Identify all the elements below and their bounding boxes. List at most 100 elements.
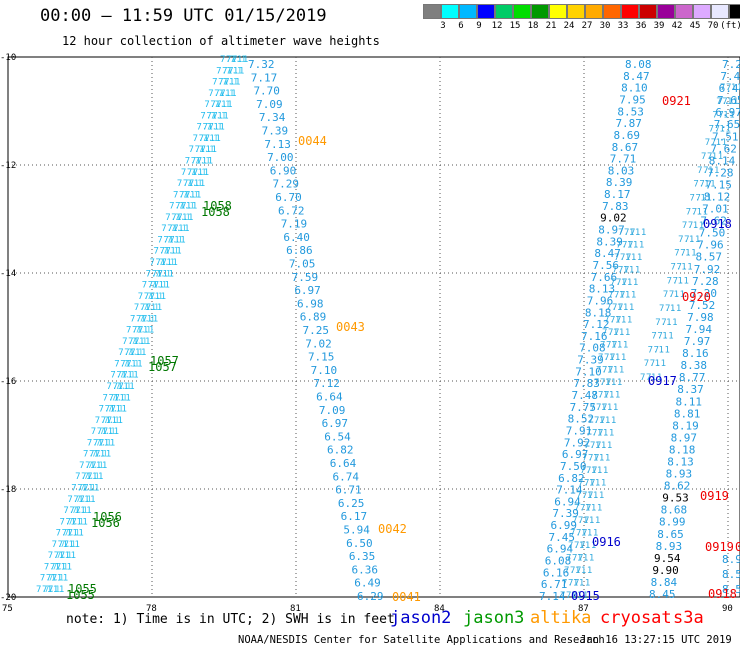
jason3-time: 1056 <box>91 516 120 530</box>
swath-value: 7.1 <box>52 574 68 584</box>
colorbar-swatch <box>603 4 621 19</box>
swath-value: 7.1 <box>574 503 590 513</box>
swath-value: 7.1 <box>614 291 630 301</box>
swath-value: 7.1 <box>612 341 628 351</box>
swath-value: 7.1 <box>673 276 689 286</box>
swath-value: 7.1 <box>93 438 109 448</box>
swath-value: 7.1 <box>612 303 628 313</box>
swath-value: 7.1 <box>118 382 134 392</box>
track-value: 6.35 <box>349 550 376 563</box>
swath-value: 7.1 <box>596 441 612 451</box>
swath-value: 7.1 <box>60 551 76 561</box>
map-frame <box>7 56 740 598</box>
cryosat-time: 0919 <box>735 540 740 554</box>
track-value: 8.18 <box>585 306 612 319</box>
swath-value: 7.1 <box>604 316 620 326</box>
swath-value: 7.1 <box>676 263 692 273</box>
swath-value: 7.1 <box>620 291 636 301</box>
swath-value: 7.1 <box>146 303 162 313</box>
colorbar-swatch <box>441 4 459 19</box>
swath-value: 7.1 <box>200 111 216 121</box>
track-value: 7.28 <box>692 275 719 288</box>
swath-value: 7.1 <box>59 517 75 527</box>
track-value: 6.08 <box>545 555 572 568</box>
swath-value: 7.1 <box>175 213 191 223</box>
jason3-time: 1058 <box>201 205 230 219</box>
track-value: 8.08 <box>625 58 652 71</box>
track-value: 8.77 <box>679 371 706 384</box>
track-value: 6.49 <box>354 577 381 590</box>
track-value: 8.13 <box>589 283 616 296</box>
swath-value: 7.1 <box>594 453 610 463</box>
swath-value: 7.1 <box>596 403 612 413</box>
track-value: 7.45 <box>549 531 576 544</box>
track-value: 7.09 <box>319 404 346 417</box>
colorbar-swatch <box>495 4 513 19</box>
swath-value: 7.1 <box>572 516 588 526</box>
swath-value: 7.1 <box>179 190 195 200</box>
jason2-time: 0915 <box>571 589 600 603</box>
swath-value: 7.1 <box>604 391 620 401</box>
swath-value: 7.1 <box>214 100 230 110</box>
swath-value: 7.1 <box>598 391 614 401</box>
swath-value: 7.1 <box>124 348 140 358</box>
lat-tick-label: -18 <box>0 485 16 495</box>
swath-value: 7.1 <box>610 278 626 288</box>
swath-value: 7.1 <box>87 438 103 448</box>
swath-value: 7.1 <box>152 269 168 279</box>
track-value: 7.13 <box>264 138 291 151</box>
track-value: 8.62 <box>664 480 691 493</box>
swath-value: 7.1 <box>71 484 87 494</box>
swath-value: 7.1 <box>596 366 612 376</box>
swath-value: 7.1 <box>116 371 132 381</box>
lon-tick-label: 87 <box>578 604 589 614</box>
swath-value: 7.1 <box>586 428 602 438</box>
cryosat-time: 0918 <box>708 587 737 601</box>
cryosat-time: 0919 <box>705 540 734 554</box>
swath-value: 7.1 <box>616 316 632 326</box>
swath-value: 7.1 <box>686 207 702 217</box>
swath-value: 7.1 <box>159 258 175 268</box>
swath-value: 7.1 <box>204 100 220 110</box>
altika-time: 0042 <box>378 522 407 536</box>
swath-value: 7.1 <box>690 193 706 203</box>
track-value: 6.74 <box>332 470 359 483</box>
track-value: 7.87 <box>615 117 642 130</box>
swath-value: 7.1 <box>103 427 119 437</box>
colorbar-label: 30 <box>599 21 611 31</box>
track-value: 6.64 <box>316 391 343 404</box>
swath-value: 7.1 <box>105 405 121 415</box>
swath-value: 7.1 <box>578 478 594 488</box>
swath-value: 7.1 <box>201 145 217 155</box>
swath-value: 7.1 <box>48 585 64 595</box>
track-value: 6.72 <box>278 204 305 217</box>
swath-value: 7.1 <box>705 138 721 148</box>
swath-value: 7.1 <box>602 366 618 376</box>
track-value: 8.9 <box>722 553 740 566</box>
swath-value: 7.1 <box>143 303 159 313</box>
swath-value: 7.1 <box>44 585 60 595</box>
track-value: 6.64 <box>330 457 357 470</box>
swath-value: 7.1 <box>179 202 195 212</box>
swath-value: 7.1 <box>56 529 72 539</box>
swath-value: 7.1 <box>226 66 242 76</box>
colorbar-label: 36 <box>635 21 647 31</box>
track-value: 7.50 <box>560 460 587 473</box>
track-value: 8.68 <box>661 504 688 517</box>
lat-tick-label: -20 <box>0 593 16 603</box>
swath-value: 7.1 <box>616 241 632 251</box>
swath-value: 7.1 <box>63 506 79 516</box>
track-value: 7.14 <box>539 590 566 603</box>
swath-value: 7.1 <box>650 359 666 369</box>
track-value: 6.17 <box>341 510 368 523</box>
swath-value: 7.1 <box>590 478 606 488</box>
swath-value: 7.1 <box>136 314 152 324</box>
swath-value: 7.1 <box>138 326 154 336</box>
swath-value: 7.1 <box>109 393 125 403</box>
swath-value: 7.1 <box>193 168 209 178</box>
track-value: 8.10 <box>621 82 648 95</box>
track-value: 6.86 <box>286 244 313 257</box>
swath-value: 7.1 <box>48 551 64 561</box>
